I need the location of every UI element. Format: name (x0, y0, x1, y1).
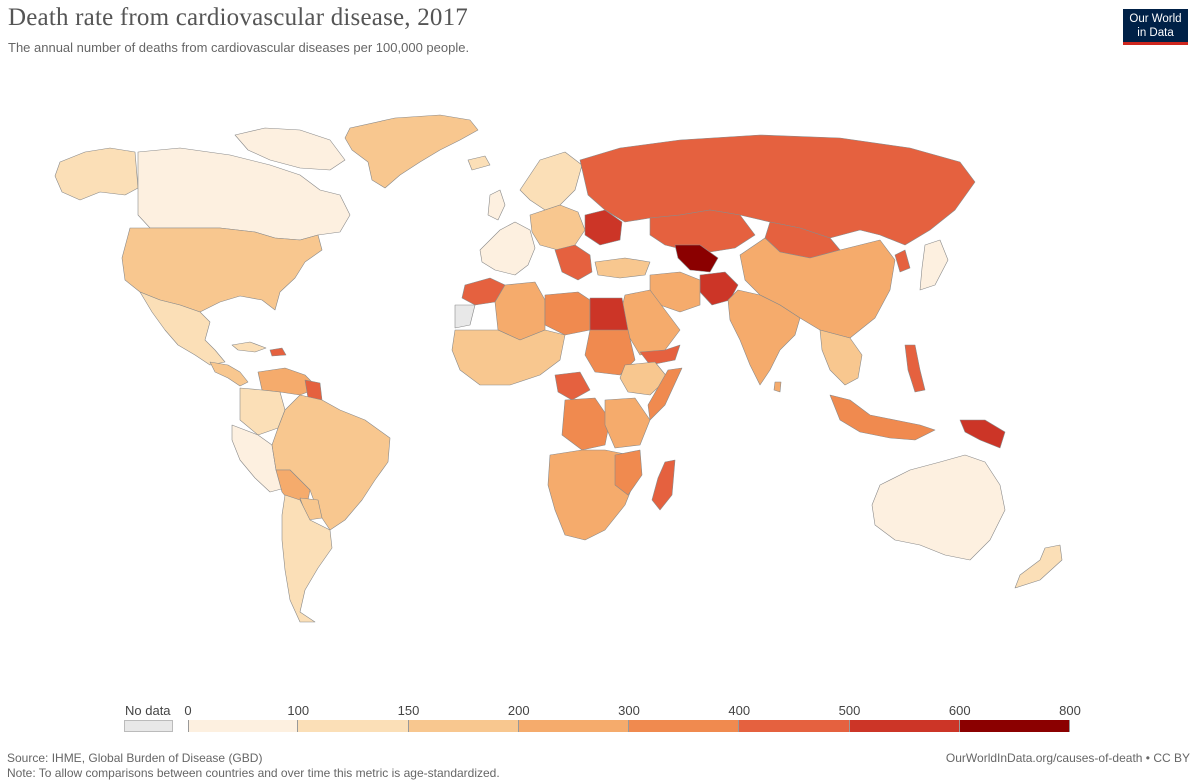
logo-line-1: Our World (1129, 13, 1182, 25)
region-ethiopia[interactable] (619, 361, 669, 396)
region-western-europe[interactable] (479, 221, 536, 276)
legend-tick-label: 400 (728, 703, 751, 718)
region-india[interactable] (727, 289, 801, 386)
legend-tick-label: 200 (507, 703, 530, 718)
region-southern-africa[interactable] (547, 449, 636, 541)
region-central-europe[interactable] (529, 204, 586, 251)
chart-subtitle: The annual number of deaths from cardiov… (8, 40, 470, 55)
region-haiti[interactable] (269, 347, 287, 357)
legend-tick-label: 100 (287, 703, 310, 718)
legend-bin-6[interactable] (849, 720, 960, 732)
region-peru[interactable] (231, 424, 286, 493)
region-algeria[interactable] (494, 281, 546, 341)
legend-bin-1[interactable] (298, 720, 409, 732)
legend-bin-0[interactable] (188, 720, 299, 732)
region-west-africa[interactable] (451, 329, 566, 386)
chart-title: Death rate from cardiovascular disease, … (8, 4, 468, 31)
region-alaska[interactable] (54, 147, 139, 201)
region-sudan[interactable] (584, 329, 636, 376)
region-central-america[interactable] (209, 361, 249, 387)
footer-source[interactable]: Source: IHME, Global Burden of Disease (… (7, 751, 263, 765)
region-turkey[interactable] (594, 257, 651, 279)
legend-bin-2[interactable] (408, 720, 519, 732)
legend-tick-label: 600 (948, 703, 971, 718)
legend-no-data-swatch (124, 720, 173, 732)
region-madagascar[interactable] (651, 459, 676, 511)
region-uzbekistan[interactable] (674, 244, 719, 273)
legend-bin-4[interactable] (629, 720, 740, 732)
region-east-africa[interactable] (604, 397, 651, 449)
owid-logo[interactable]: Our World in Data (1123, 9, 1188, 45)
logo-accent-bar (1123, 42, 1188, 45)
region-argentina[interactable] (281, 494, 333, 623)
region-scandinavia[interactable] (519, 151, 583, 211)
region-western-sahara[interactable] (454, 304, 476, 329)
legend-tick-label: 800 (1059, 703, 1081, 718)
region-southeast-asia[interactable] (819, 329, 863, 386)
legend-tick-label: 500 (838, 703, 861, 718)
region-australia[interactable] (871, 454, 1006, 561)
region-cuba[interactable] (231, 341, 267, 353)
region-somalia[interactable] (647, 367, 683, 421)
region-iceland[interactable] (467, 155, 491, 171)
footer-note: Note: To allow comparisons between count… (7, 766, 500, 780)
region-papua-new-guinea[interactable] (959, 419, 1006, 449)
region-philippines[interactable] (904, 344, 926, 393)
region-uk[interactable] (487, 189, 506, 221)
region-new-zealand[interactable] (1014, 544, 1063, 589)
region-balkans[interactable] (554, 244, 593, 281)
region-indonesia[interactable] (829, 394, 936, 441)
region-libya[interactable] (544, 291, 591, 336)
footer-link[interactable]: OurWorldInData.org/causes-of-death • CC … (945, 751, 1190, 765)
region-mozambique[interactable] (614, 449, 643, 496)
legend-no-data-label: No data (125, 703, 171, 718)
footer-source-note: Source: IHME, Global Burden of Disease (… (7, 751, 500, 781)
region-korea[interactable] (894, 249, 911, 273)
region-kazakhstan[interactable] (649, 209, 756, 253)
region-greenland[interactable] (344, 114, 479, 189)
region-egypt[interactable] (589, 297, 629, 336)
region-arctic-islands[interactable] (234, 127, 346, 171)
region-sri-lanka[interactable] (773, 381, 782, 393)
legend-bin-3[interactable] (518, 720, 629, 732)
region-mexico[interactable] (139, 291, 226, 366)
legend-tick-label: 0 (184, 703, 192, 718)
region-russia[interactable] (579, 134, 976, 246)
legend-tick-label: 300 (618, 703, 640, 718)
region-cameroon[interactable] (554, 371, 591, 401)
legend-tick-label: 150 (397, 703, 420, 718)
legend-bin-7[interactable] (959, 720, 1070, 732)
region-dr-congo[interactable] (561, 397, 611, 451)
logo-line-2: in Data (1137, 27, 1174, 39)
legend-bin-5[interactable] (739, 720, 850, 732)
region-japan[interactable] (919, 239, 949, 291)
